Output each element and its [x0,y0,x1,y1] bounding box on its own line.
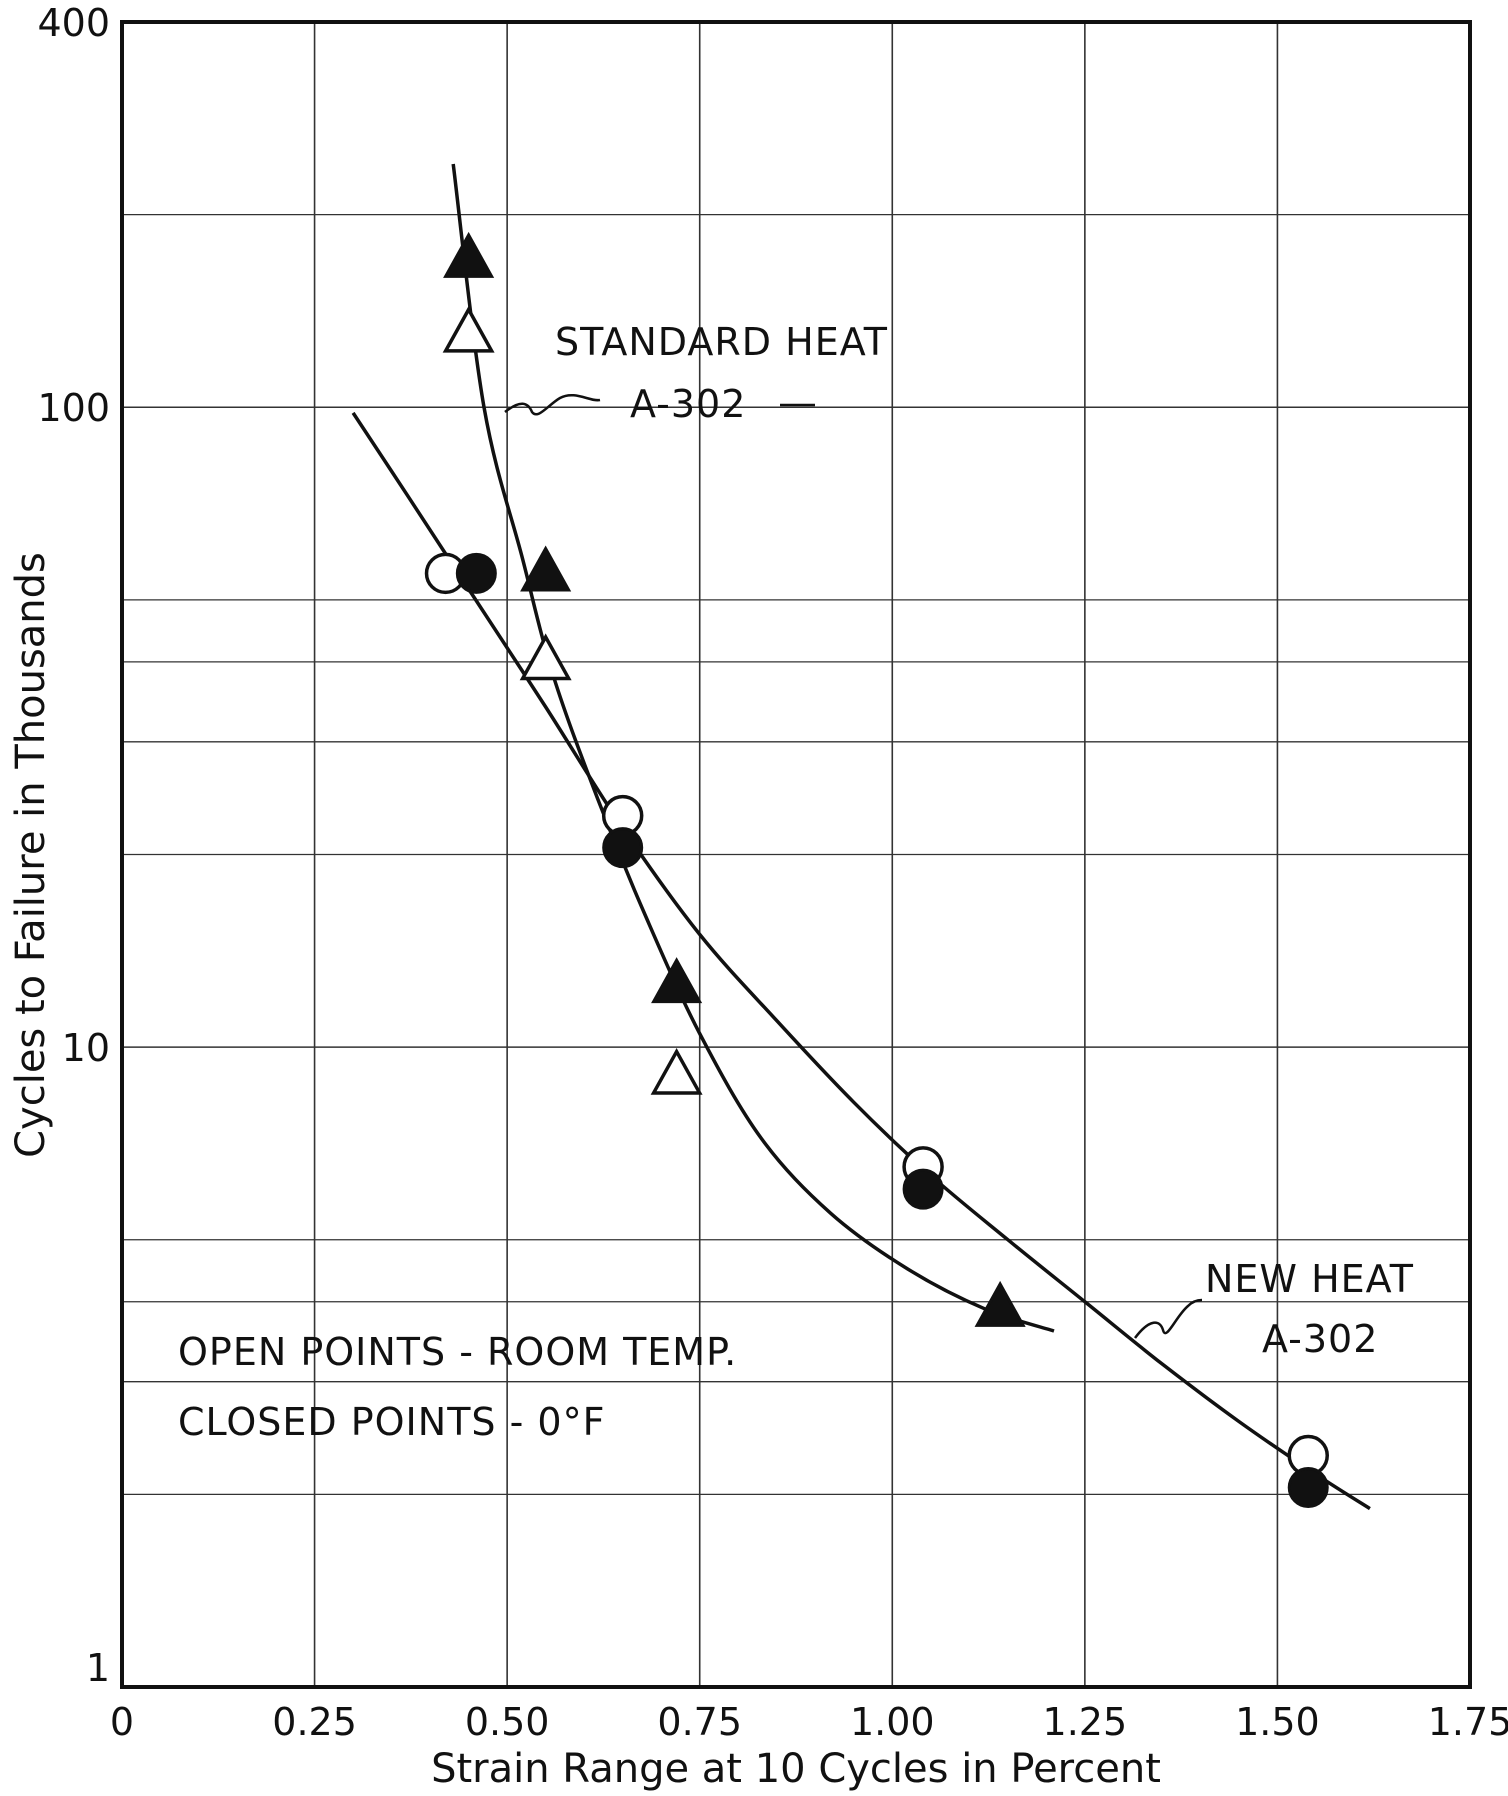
y-axis-title: Cycles to Failure in Thousands [8,552,54,1158]
y-tick-label-0: 1 [86,1646,110,1690]
standard-heat-label-line1: STANDARD HEAT [555,320,888,364]
x-tick-label-3: 0.75 [657,1700,742,1744]
x-tick-label-7: 1.75 [1428,1700,1508,1744]
standard-heat-label: STANDARD HEAT A-302 [504,320,888,426]
y-tick-label-2: 100 [37,386,110,430]
x-tick-label-2: 0.50 [465,1700,550,1744]
closed-triangle-point-2 [651,957,703,1004]
x-tick-label-1: 0.25 [272,1700,357,1744]
closed-circle-point-2 [902,1168,944,1210]
data-points [424,231,1329,1509]
new-heat-leader [1134,1298,1203,1339]
x-axis-title: Strain Range at 10 Cycles in Percent [431,1746,1161,1792]
curve-series-0 [451,163,1055,1333]
x-tick-label-6: 1.50 [1235,1700,1320,1744]
closed-circle-point-3 [1287,1467,1329,1509]
x-tick-label-5: 1.25 [1043,1700,1128,1744]
open-points-note: OPEN POINTS - ROOM TEMP. [178,1330,737,1374]
x-tick-label-0: 0 [110,1700,134,1744]
closed-circle-point-0 [455,552,497,594]
closed-triangle-point-3 [974,1280,1026,1327]
standard-heat-label-line2: A-302 [630,382,746,426]
new-heat-label: NEW HEAT A-302 [1134,1257,1414,1361]
x-tick-labels: 0 0.25 0.50 0.75 1.00 1.25 1.50 1.75 [110,1700,1508,1744]
open-triangle-point-0 [442,305,495,353]
new-heat-label-line1: NEW HEAT [1205,1257,1414,1301]
grid [122,22,1470,1687]
plot-frame [120,20,1472,1689]
closed-circle-point-1 [602,827,644,869]
closed-triangle-point-0 [443,231,495,278]
fit-curves [351,163,1371,1511]
standard-heat-leader [504,393,601,416]
curve-series-1 [351,411,1371,1511]
y-tick-labels: 1 10 100 400 [37,1,110,1690]
closed-triangle-point-1 [520,545,572,592]
closed-points-note: CLOSED POINTS - 0°F [178,1400,605,1444]
y-tick-label-1: 10 [62,1026,110,1070]
y-tick-label-3: 400 [37,1,110,45]
open-triangle-point-1 [519,633,572,681]
open-triangle-point-2 [650,1047,703,1095]
x-tick-label-4: 1.00 [850,1700,935,1744]
new-heat-label-line2: A-302 [1262,1317,1378,1361]
